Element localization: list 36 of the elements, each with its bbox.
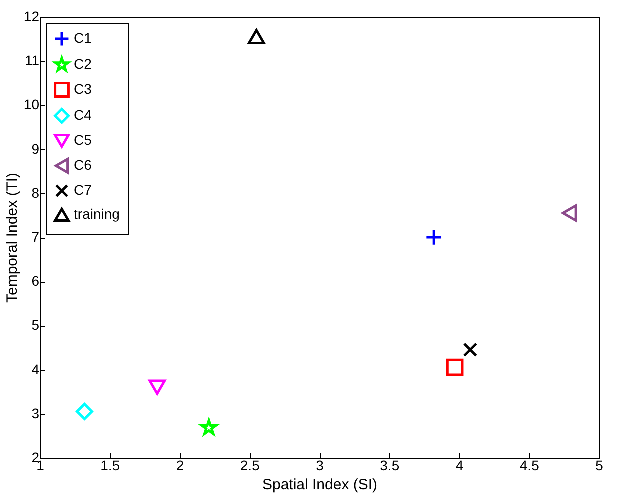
y-tick-label: 12: [24, 8, 40, 24]
legend-label: C5: [74, 132, 92, 148]
legend-label: C6: [74, 157, 92, 173]
legend-label: C1: [74, 30, 92, 46]
legend-label: training: [74, 206, 120, 222]
x-tick-label: 4.5: [520, 458, 540, 474]
x-tick-label: 1.5: [100, 458, 120, 474]
y-tick-label: 9: [32, 140, 40, 157]
x-tick-label: 2.5: [240, 458, 260, 474]
x-tick-label: 1: [36, 458, 45, 474]
point: [463, 342, 478, 358]
y-tick-label: 3: [32, 405, 40, 422]
point: [446, 358, 464, 376]
y-tick-label: 8: [32, 184, 40, 201]
point: [76, 403, 94, 420]
x-tick-label: 5: [596, 458, 604, 474]
legend-label: C2: [74, 56, 92, 72]
y-tick-label: 6: [32, 273, 40, 290]
legend-label: C7: [74, 182, 92, 198]
point: [562, 204, 578, 222]
x-axis-title: Spatial Index (SI): [262, 476, 378, 494]
point: [425, 228, 443, 246]
y-tick-label: 11: [24, 52, 40, 69]
y-axis-title: Temporal Index (TI): [4, 172, 21, 304]
x-tick-label: 3.5: [380, 458, 400, 474]
point: [248, 29, 266, 45]
x-tick-label: 3: [316, 458, 324, 474]
point: [148, 380, 166, 396]
y-tick-label: 10: [24, 96, 40, 113]
y-tick-label: 5: [32, 317, 40, 334]
x-tick-label: 2: [176, 458, 184, 474]
legend-label: C3: [74, 81, 92, 97]
y-tick-label: 7: [32, 229, 40, 245]
x-tick-label: 4: [456, 458, 464, 474]
y-tick-label: 4: [32, 361, 40, 378]
legend-label: C4: [74, 107, 92, 123]
